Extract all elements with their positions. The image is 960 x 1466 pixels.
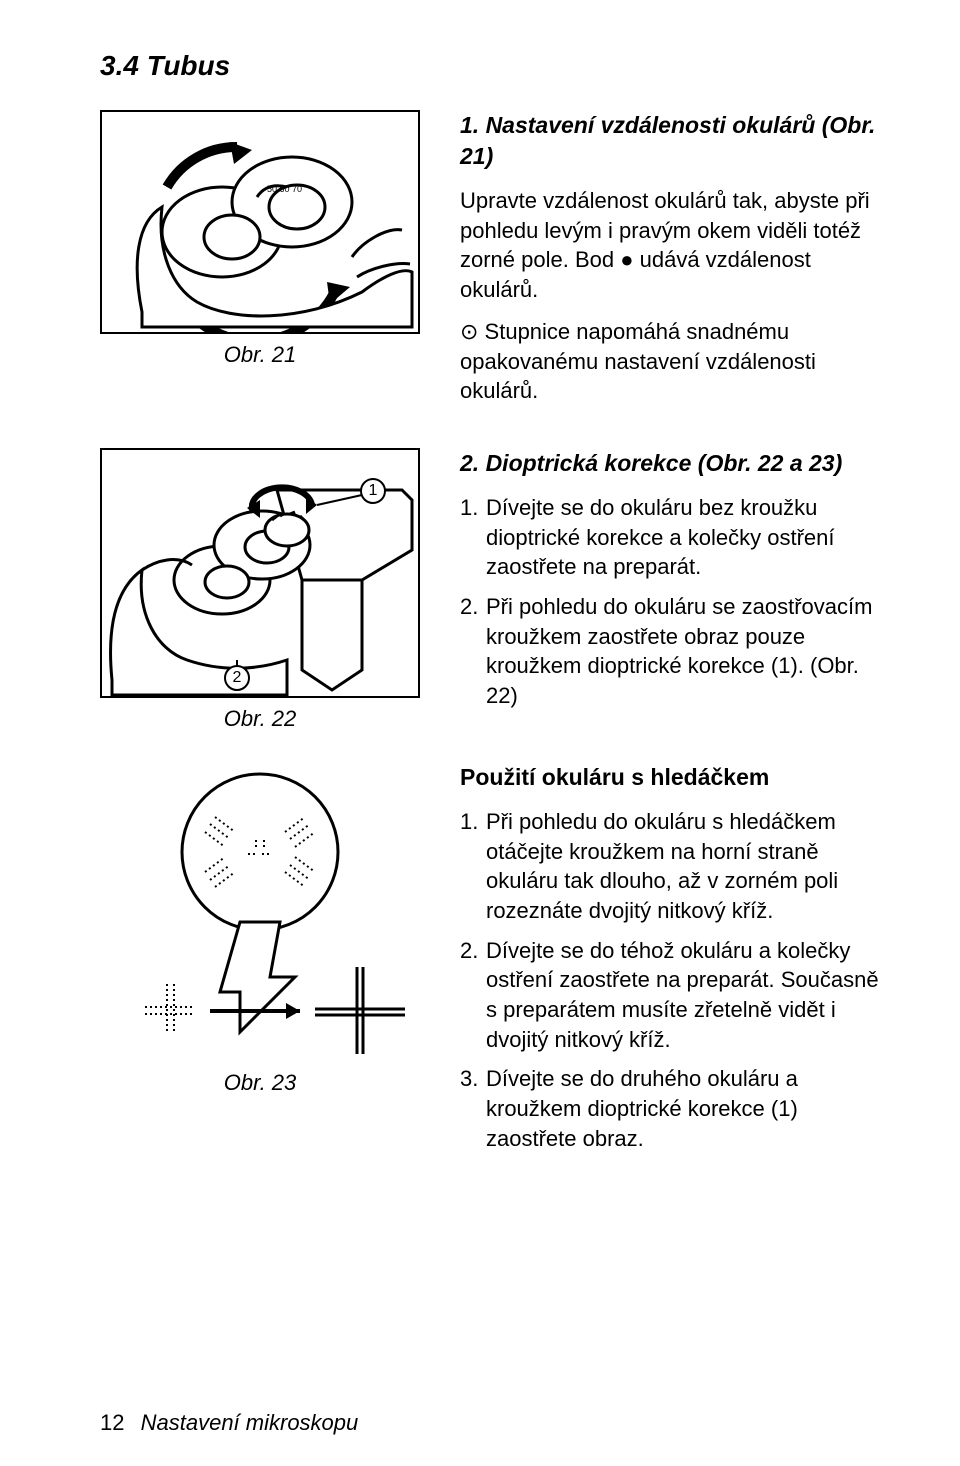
- row-fig21: 50 60 70 Obr. 21 1. Nastavení vzdálenost…: [100, 110, 880, 418]
- list-item: 1. Dívejte se do okuláru bez kroužku dio…: [460, 493, 880, 582]
- step2-heading: 2. Dioptrická korekce (Obr. 22 a 23): [460, 448, 880, 479]
- figure-21-box: 50 60 70: [100, 110, 420, 334]
- list-num: 1.: [460, 493, 486, 582]
- figure-23-caption: Obr. 23: [100, 1070, 420, 1096]
- figure-21-column: 50 60 70 Obr. 21: [100, 110, 420, 418]
- list-text: Při pohledu do okuláru se zaostřovacím k…: [486, 592, 880, 711]
- list-item: 3. Dívejte se do druhého okuláru a krouž…: [460, 1064, 880, 1153]
- list-num: 3.: [460, 1064, 486, 1153]
- page-number: 12: [100, 1410, 124, 1435]
- figure-22-callout-1: 1: [360, 478, 386, 504]
- list-num: 2.: [460, 592, 486, 711]
- page-footer: 12 Nastavení mikroskopu: [100, 1410, 358, 1436]
- figure-23-column: Obr. 23: [100, 762, 420, 1164]
- step1-text: 1. Nastavení vzdálenosti okulárů (Obr. 2…: [460, 110, 880, 418]
- list-text: Dívejte se do okuláru bez kroužku dioptr…: [486, 493, 880, 582]
- step2-text: 2. Dioptrická korekce (Obr. 22 a 23) 1. …: [460, 448, 880, 732]
- list-text: Dívejte se do téhož okuláru a kolečky os…: [486, 936, 880, 1055]
- list-text: Při pohledu do okuláru s hledáčkem otáče…: [486, 807, 880, 926]
- figure-23-box: [100, 762, 420, 1062]
- list-item: 2. Při pohledu do okuláru se zaostřovací…: [460, 592, 880, 711]
- section-title: 3.4 Tubus: [100, 50, 880, 82]
- figure-23-illustration: [100, 762, 420, 1062]
- list-num: 1.: [460, 807, 486, 926]
- step2-list: 1. Dívejte se do okuláru bez kroužku dio…: [460, 493, 880, 711]
- figure-21-illustration: 50 60 70: [102, 112, 422, 332]
- figure-22-column: 1 2 Obr. 22: [100, 448, 420, 732]
- section-number: 3.4: [100, 50, 139, 81]
- section-name: Tubus: [147, 50, 230, 81]
- figure-22-caption: Obr. 22: [100, 706, 420, 732]
- step3-heading: Použití okuláru s hledáčkem: [460, 762, 880, 793]
- step1-heading: 1. Nastavení vzdálenosti okulárů (Obr. 2…: [460, 110, 880, 172]
- list-item: 2. Dívejte se do téhož okuláru a kolečky…: [460, 936, 880, 1055]
- footer-label: Nastavení mikroskopu: [141, 1410, 359, 1435]
- step1-para1: Upravte vzdálenost okulárů tak, abyste p…: [460, 186, 880, 305]
- row-fig22: 1 2 Obr. 22 2. Dioptrická korekce (Obr. …: [100, 448, 880, 732]
- list-text: Dívejte se do druhého okuláru a kroužkem…: [486, 1064, 880, 1153]
- figure-22-box: 1 2: [100, 448, 420, 698]
- list-num: 2.: [460, 936, 486, 1055]
- step3-list: 1. Při pohledu do okuláru s hledáčkem ot…: [460, 807, 880, 1154]
- figure-22-callout-2: 2: [224, 665, 250, 691]
- figure-21-caption: Obr. 21: [100, 342, 420, 368]
- step3-text: Použití okuláru s hledáčkem 1. Při pohle…: [460, 762, 880, 1164]
- list-item: 1. Při pohledu do okuláru s hledáčkem ot…: [460, 807, 880, 926]
- step1-para2: ⊙ Stupnice napomáhá snadnému opakovanému…: [460, 317, 880, 406]
- row-fig23: Obr. 23 Použití okuláru s hledáčkem 1. P…: [100, 762, 880, 1164]
- svg-text:50 60 70: 50 60 70: [267, 184, 302, 194]
